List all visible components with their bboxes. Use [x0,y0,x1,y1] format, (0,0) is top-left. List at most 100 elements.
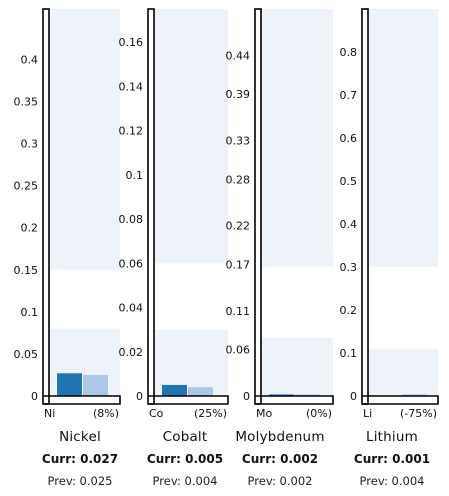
y-tick-label: 0.12 [119,125,144,138]
y-tick-label: 0.22 [226,220,251,233]
prev-prefix: Prev: [359,474,388,488]
prev-value: 0.025 [79,474,113,488]
metal-name-label: Nickel [59,429,101,445]
metal-name-li: Lithium [332,429,449,445]
metal-name-label: Lithium [366,429,418,445]
y-tick-label: 0.06 [119,257,144,270]
bar-previous[interactable] [83,374,108,396]
y-tick-label: 0.08 [119,213,144,226]
bar-previous[interactable] [402,394,427,396]
curr-prefix: Curr: [241,452,276,466]
prev-prefix: Prev: [247,474,276,488]
y-tick-label: 0.04 [119,302,144,315]
range-band [261,337,333,396]
curr-value: 0.002 [280,452,319,466]
current-value-line: Curr: 0.001 [332,452,449,466]
y-axis-line [147,8,155,405]
x-tick-label: Mo [256,407,272,420]
prev-value: 0.004 [391,474,425,488]
current-value-line: Curr: 0.027 [20,452,140,466]
chart-panel-ni: 0 0.05 0.1 0.15 0.2 0.25 0.3 0.35 0.4 Ni (8%) [14,8,121,420]
bar-previous[interactable] [188,387,213,396]
change-percent-label: (25%) [194,407,227,420]
y-tick-label: 0 [136,390,143,403]
curr-value: 0.005 [185,452,224,466]
change-percent-label: (8%) [93,407,119,420]
prev-prefix: Prev: [47,474,76,488]
previous-value-line: Prev: 0.002 [220,474,340,488]
y-tick-label: 0.11 [226,305,251,318]
y-tick-label: 0 [243,390,250,403]
range-band [49,9,120,270]
y-tick-label: 0.4 [21,53,39,66]
y-tick-label: 0.2 [21,222,39,235]
y-tick-label: 0.7 [340,89,358,102]
x-axis-line [148,395,229,405]
y-tick-label: 0.15 [14,264,39,277]
x-axis-line [255,395,334,405]
chart-panel-mo: 0 0.06 0.11 0.17 0.22 0.28 0.33 0.39 0.44 Mo (0%) [226,8,334,420]
previous-value-line: Prev: 0.004 [332,474,449,488]
y-tick-label: 0.35 [14,96,39,109]
x-axis-line [362,395,439,405]
prev-value: 0.002 [279,474,313,488]
current-value-line: Curr: 0.005 [125,452,245,466]
metal-name-ni: Nickel [20,429,140,445]
y-tick-label: 0.6 [340,132,358,145]
metal-name-mo: Molybdenum [220,429,340,445]
range-band [261,9,333,267]
y-tick-label: 0.25 [14,180,39,193]
x-tick-label: Li [363,407,372,420]
y-tick-label: 0.05 [14,348,39,361]
bar-current[interactable] [162,384,187,396]
y-tick-label: 0.06 [226,344,251,357]
curr-prefix: Curr: [41,452,76,466]
y-tick-label: 0.4 [340,218,358,231]
curr-prefix: Curr: [353,452,388,466]
previous-value-line: Prev: 0.004 [125,474,245,488]
curr-value: 0.001 [392,452,431,466]
y-axis-line [254,8,262,405]
bar-current[interactable] [57,373,82,396]
change-percent-label: (-75%) [400,407,437,420]
y-tick-label: 0.44 [226,49,251,62]
y-tick-label: 0.28 [226,173,251,186]
chart-panel-li: 0 0.1 0.2 0.3 0.4 0.5 0.6 0.7 0.8 Li (-75%) [340,8,439,420]
previous-value-line: Prev: 0.025 [20,474,140,488]
current-value-line: Curr: 0.002 [220,452,340,466]
y-tick-label: 0.5 [340,175,358,188]
curr-value: 0.027 [80,452,119,466]
prev-value: 0.004 [184,474,218,488]
y-tick-label: 0.1 [21,306,39,319]
range-band [368,348,438,396]
y-axis-line [42,8,50,405]
metal-name-label: Cobalt [162,429,208,445]
y-tick-label: 0.14 [119,80,144,93]
x-tick-label: Co [149,407,164,420]
x-axis-line [43,395,121,405]
y-tick-label: 0 [31,390,38,403]
change-percent-label: (0%) [306,407,332,420]
y-axis-line [361,8,369,405]
y-tick-label: 0.17 [226,258,251,271]
metal-name-co: Cobalt [125,429,245,445]
y-tick-label: 0.3 [340,261,358,274]
prev-prefix: Prev: [152,474,181,488]
chart-panel-co: 0 0.02 0.04 0.06 0.08 0.1 0.12 0.14 0.16 Co (25%) [119,8,229,420]
curr-prefix: Curr: [146,452,181,466]
y-tick-label: 0.16 [119,36,144,49]
y-tick-label: 0.02 [119,346,144,359]
y-tick-label: 0.8 [340,46,358,59]
y-tick-label: 0 [350,390,357,403]
y-tick-label: 0.1 [126,169,144,182]
y-tick-label: 0.39 [226,88,251,101]
range-band [368,9,438,267]
y-tick-label: 0.33 [226,135,251,148]
range-band [154,9,228,264]
metal-name-label: Molybdenum [235,429,325,445]
y-tick-label: 0.3 [21,138,39,151]
y-tick-label: 0.1 [340,347,358,360]
x-tick-label: Ni [44,407,55,420]
